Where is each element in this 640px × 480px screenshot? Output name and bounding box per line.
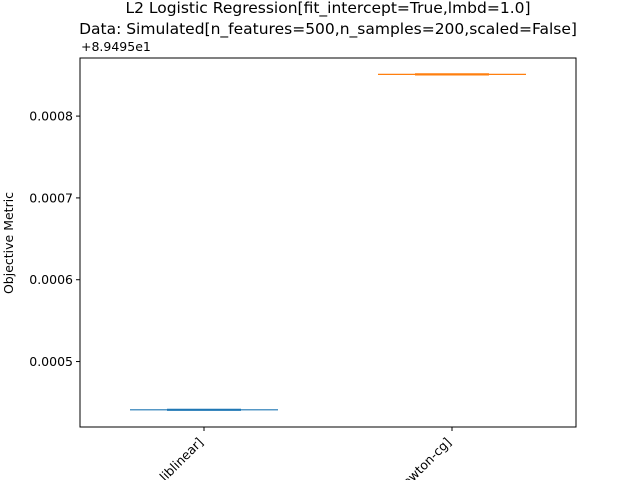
x-tick-label: liblinear]: [157, 435, 207, 480]
y-tick-label: 0.0005: [29, 354, 73, 369]
y-tick-label: 0.0007: [29, 190, 73, 205]
plot-area-frame: [79, 57, 577, 428]
y-offset-label: +8.9495e1: [81, 39, 151, 54]
chart-marks: 0.0005 0.0006 0.0007 0.0008 liblinear] newton…: [29, 73, 526, 480]
chart-title-line1: L2 Logistic Regression[fit_intercept=Tru…: [125, 0, 530, 18]
y-axis-label: Objective Metric: [1, 192, 16, 294]
chart-title-line2: Data: Simulated[n_features=500,n_samples…: [79, 20, 577, 39]
x-tick-label: newton-cg]: [394, 435, 454, 480]
y-tick-label: 0.0006: [29, 272, 73, 287]
y-tick-label: 0.0008: [29, 109, 73, 124]
